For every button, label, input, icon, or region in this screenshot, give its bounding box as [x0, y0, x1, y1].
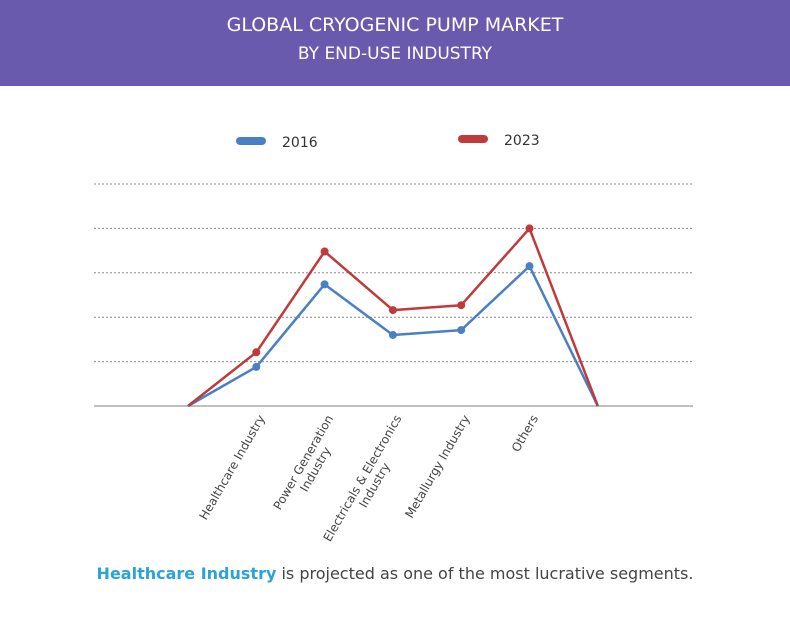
x-tick-label-line: Electricals & Electronics [320, 413, 404, 545]
footer-highlight: Healthcare Industry [96, 564, 277, 583]
data-point-2016 [457, 326, 466, 335]
data-point-2023 [252, 348, 261, 357]
data-point-2016 [320, 280, 329, 289]
data-point-2023 [525, 224, 534, 233]
x-tick-label: Healthcare Industry [196, 413, 267, 523]
x-tick-label: Others [509, 413, 541, 455]
data-point-2016 [388, 330, 397, 339]
x-tick-label-line: Healthcare Industry [196, 413, 267, 523]
data-point-2016 [525, 262, 534, 271]
data-point-2023 [320, 247, 329, 256]
line-chart: 2016 2023 Healthcare Industry Power Generat… [94, 133, 693, 545]
data-point-2023 [457, 301, 466, 310]
footer-caption: Healthcare Industry is projected as one … [0, 564, 790, 583]
legend-label-2023: 2023 [504, 133, 540, 149]
x-tick-label-line: Metallurgy Industry [402, 413, 472, 521]
data-point-2016 [252, 362, 261, 371]
header-banner: GLOBAL CRYOGENIC PUMP MARKET BY END-USE … [0, 0, 790, 86]
series-line-2023 [187, 227, 599, 407]
x-tick-label: Metallurgy Industry [402, 413, 472, 521]
x-tick-label-line: Others [509, 413, 541, 455]
footer-text: is projected as one of the most lucrativ… [276, 564, 694, 583]
title-line-2: BY END-USE INDUSTRY [297, 44, 493, 64]
title-line-1: GLOBAL CRYOGENIC PUMP MARKET [226, 14, 564, 36]
legend-label-2016: 2016 [282, 135, 318, 151]
data-point-2023 [388, 306, 397, 315]
